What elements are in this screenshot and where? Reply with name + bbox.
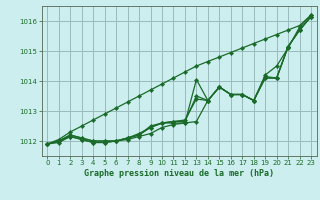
X-axis label: Graphe pression niveau de la mer (hPa): Graphe pression niveau de la mer (hPa) [84, 169, 274, 178]
